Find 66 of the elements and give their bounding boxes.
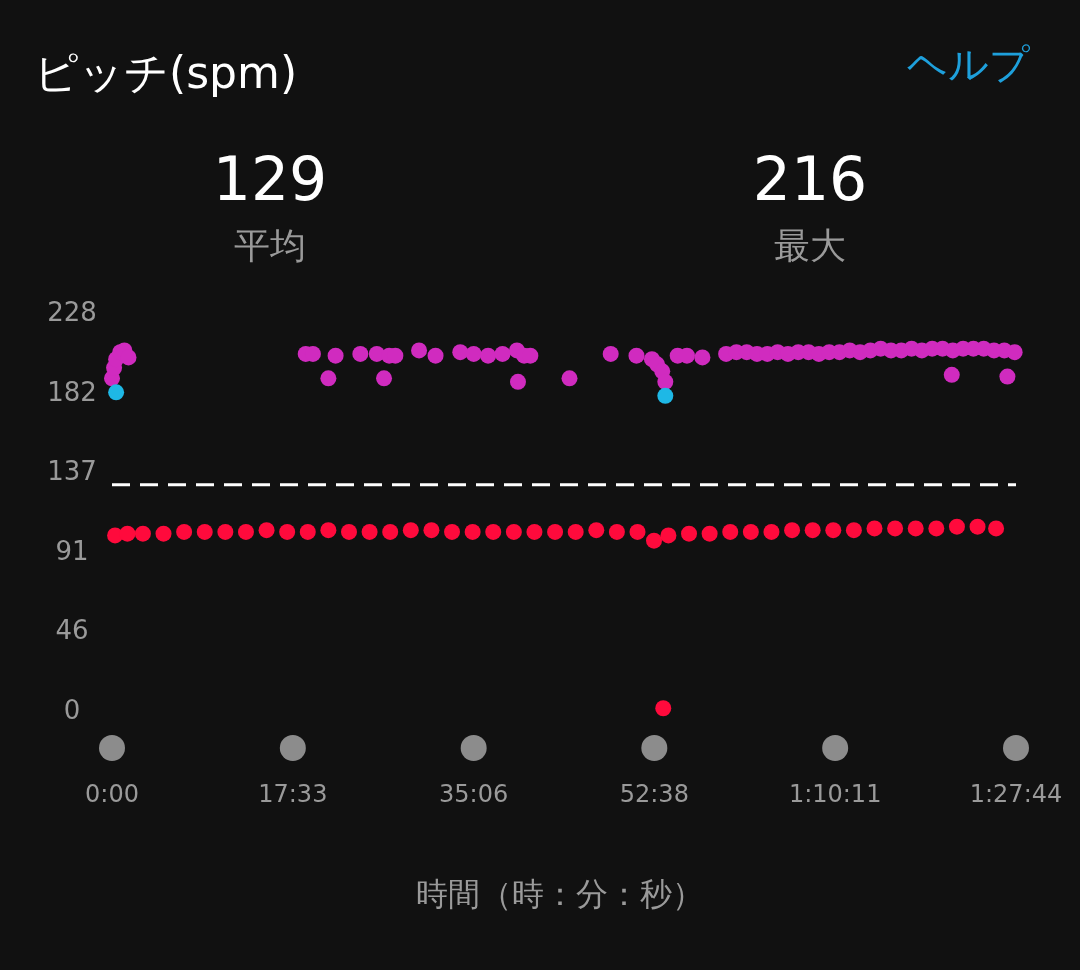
point bbox=[547, 523, 564, 540]
chart-title: ピッチ(spm) bbox=[34, 47, 298, 98]
point bbox=[505, 523, 522, 540]
y-tick-label: 228 bbox=[47, 297, 97, 327]
point bbox=[361, 523, 378, 540]
point bbox=[645, 532, 662, 549]
text: 平均 bbox=[234, 225, 306, 266]
point bbox=[948, 518, 965, 535]
point bbox=[320, 522, 337, 539]
point bbox=[660, 527, 677, 544]
point bbox=[928, 520, 945, 537]
point bbox=[119, 525, 136, 542]
text: 216 bbox=[752, 144, 868, 214]
x-tick-label: 52:38 bbox=[619, 780, 689, 808]
point bbox=[217, 523, 234, 540]
point bbox=[701, 525, 718, 542]
point bbox=[108, 384, 125, 401]
point bbox=[655, 700, 672, 717]
point bbox=[134, 525, 151, 542]
point bbox=[588, 522, 605, 539]
point bbox=[825, 522, 842, 539]
x-tick-label: 17:33 bbox=[258, 780, 328, 808]
point bbox=[258, 522, 275, 539]
point bbox=[176, 523, 193, 540]
point bbox=[196, 523, 213, 540]
point bbox=[629, 523, 646, 540]
point bbox=[423, 522, 440, 539]
x-tick-label: 0:00 bbox=[85, 780, 139, 808]
point bbox=[784, 522, 801, 539]
y-tick-label: 91 bbox=[55, 535, 89, 566]
text: 最大 bbox=[774, 225, 846, 266]
point bbox=[299, 523, 316, 540]
point bbox=[485, 523, 502, 540]
point bbox=[657, 387, 674, 404]
point bbox=[464, 523, 481, 540]
y-tick-label: 0 bbox=[63, 695, 81, 725]
point bbox=[567, 523, 584, 540]
point bbox=[237, 523, 254, 540]
point bbox=[155, 525, 172, 542]
point bbox=[742, 523, 759, 540]
x-axis-title: 時間（時：分：秒） bbox=[416, 875, 704, 913]
y-tick-label: 46 bbox=[55, 615, 89, 646]
point bbox=[907, 520, 924, 537]
point bbox=[763, 523, 780, 540]
point bbox=[279, 523, 296, 540]
point bbox=[608, 523, 625, 540]
text: ヘルプ bbox=[907, 41, 1031, 87]
point bbox=[444, 523, 461, 540]
y-tick-label: 137 bbox=[47, 456, 97, 487]
point bbox=[722, 523, 739, 540]
point bbox=[382, 523, 399, 540]
point bbox=[526, 523, 543, 540]
point bbox=[681, 525, 698, 542]
x-tick-label: 1:10:11 bbox=[788, 780, 882, 808]
x-tick-label: 1:27:44 bbox=[969, 780, 1063, 808]
point bbox=[402, 522, 419, 539]
point bbox=[866, 520, 883, 537]
x-tick-label: 35:06 bbox=[439, 780, 509, 808]
text: 129 bbox=[212, 144, 328, 214]
point bbox=[969, 518, 986, 535]
point bbox=[845, 522, 862, 539]
point bbox=[340, 523, 357, 540]
point bbox=[887, 520, 904, 537]
point bbox=[804, 522, 821, 539]
y-tick-label: 182 bbox=[47, 376, 97, 407]
point bbox=[988, 520, 1005, 537]
